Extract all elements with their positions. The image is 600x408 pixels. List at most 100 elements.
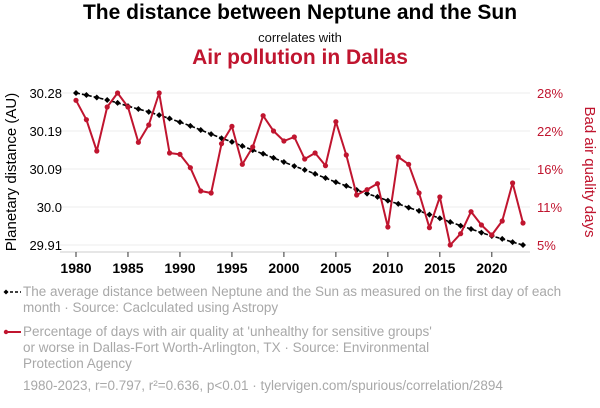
chart-subtitle: correlates with	[258, 30, 342, 45]
data-point-air-pollution	[489, 232, 495, 238]
data-point-air-pollution	[198, 188, 204, 194]
data-point-air-pollution	[291, 134, 297, 140]
data-point-air-pollution	[385, 224, 391, 230]
data-point-air-pollution	[354, 192, 360, 198]
data-point-air-pollution	[156, 90, 162, 96]
data-point-neptune-distance	[166, 115, 173, 122]
x-tick-label: 1995	[216, 260, 247, 276]
data-point-air-pollution	[395, 154, 401, 160]
data-point-neptune-distance	[312, 170, 319, 177]
x-tick-label: 1985	[112, 260, 143, 276]
data-point-air-pollution	[135, 139, 141, 145]
data-point-air-pollution	[104, 104, 110, 110]
data-point-air-pollution	[73, 97, 79, 103]
data-point-air-pollution	[250, 144, 256, 150]
data-point-air-pollution	[260, 113, 266, 119]
series-air-pollution	[73, 90, 526, 248]
data-point-air-pollution	[281, 138, 287, 144]
x-tick-label: 2015	[424, 260, 455, 276]
data-point-neptune-distance	[332, 179, 339, 186]
y-axis-label: Planetary distance (AU)	[3, 93, 20, 251]
data-point-air-pollution	[177, 151, 183, 157]
data-point-neptune-distance	[364, 190, 371, 197]
data-point-air-pollution	[146, 122, 152, 128]
data-point-air-pollution	[468, 209, 474, 215]
y-tick-label: 30.19	[29, 124, 62, 139]
data-point-neptune-distance	[322, 175, 329, 182]
data-point-neptune-distance	[176, 119, 183, 126]
data-point-neptune-distance	[104, 96, 111, 103]
data-point-neptune-distance	[447, 218, 454, 225]
chart-title-secondary: Air pollution in Dallas	[192, 46, 408, 69]
footer-stats: 1980-2023, r=0.797, r²=0.636, p<0.01 · t…	[23, 378, 503, 393]
y-tick-label: 30.0	[37, 200, 62, 215]
data-point-air-pollution	[478, 222, 485, 228]
data-point-neptune-distance	[228, 138, 235, 145]
y2-axis-label: Bad air quality days	[581, 107, 598, 238]
data-point-neptune-distance	[499, 235, 506, 242]
data-point-neptune-distance	[83, 92, 90, 99]
data-point-air-pollution	[364, 187, 370, 193]
data-point-neptune-distance	[260, 150, 267, 157]
data-point-air-pollution	[94, 148, 100, 154]
legend-swatch-dashed-diamond-icon	[3, 289, 21, 295]
data-point-air-pollution	[218, 141, 225, 147]
data-point-air-pollution	[208, 190, 214, 196]
data-point-neptune-distance	[93, 94, 100, 101]
data-point-neptune-distance	[135, 106, 142, 113]
data-point-neptune-distance	[291, 163, 298, 170]
data-point-neptune-distance	[343, 182, 350, 189]
axes: 30.28 28% 30.19 22% 30.09 16% 30.0 11% 29.91 5% 19…	[29, 86, 563, 276]
data-point-air-pollution	[374, 181, 381, 187]
data-point-air-pollution	[458, 231, 464, 237]
data-point-air-pollution	[447, 242, 453, 248]
y-tick-label: 30.09	[29, 162, 62, 177]
data-point-neptune-distance	[374, 193, 381, 200]
data-point-air-pollution	[416, 190, 422, 196]
y-tick-label: 30.28	[29, 86, 62, 101]
data-point-air-pollution	[343, 152, 349, 158]
data-point-neptune-distance	[468, 225, 475, 232]
legend-text-air-pollution: Percentage of days with air quality at '…	[23, 324, 432, 371]
x-tick-label: 2020	[476, 260, 507, 276]
data-point-neptune-distance	[114, 99, 121, 106]
data-point-neptune-distance	[426, 211, 433, 218]
chart-title: The distance between Neptune and the Sun	[82, 1, 518, 24]
data-point-neptune-distance	[239, 142, 246, 149]
data-point-air-pollution	[322, 163, 329, 169]
data-point-neptune-distance	[208, 131, 215, 138]
data-point-air-pollution	[499, 218, 505, 224]
data-point-neptune-distance	[509, 239, 516, 246]
x-tick-label: 1980	[60, 260, 91, 276]
data-point-air-pollution	[166, 150, 173, 156]
data-point-neptune-distance	[395, 200, 402, 207]
data-point-neptune-distance	[156, 112, 163, 119]
data-point-neptune-distance	[457, 222, 464, 229]
data-point-air-pollution	[239, 161, 245, 167]
data-point-air-pollution	[83, 117, 89, 123]
x-tick-label: 2000	[268, 260, 299, 276]
series-line-air-pollution	[75, 92, 524, 246]
data-point-neptune-distance	[73, 90, 79, 96]
data-point-neptune-distance	[197, 126, 204, 133]
data-point-air-pollution	[510, 180, 516, 186]
data-point-neptune-distance	[270, 154, 277, 161]
data-point-neptune-distance	[478, 229, 485, 236]
data-point-neptune-distance	[187, 122, 194, 129]
data-point-neptune-distance	[301, 166, 308, 173]
data-point-air-pollution	[406, 161, 412, 167]
data-point-air-pollution	[426, 225, 433, 231]
data-point-air-pollution	[333, 119, 339, 125]
data-point-neptune-distance	[436, 215, 443, 222]
series-line-neptune-distance	[75, 92, 524, 246]
x-tick-label: 2005	[320, 260, 351, 276]
data-point-air-pollution	[302, 156, 308, 162]
data-point-neptune-distance	[145, 108, 152, 115]
data-point-air-pollution	[520, 220, 526, 226]
data-point-neptune-distance	[416, 207, 423, 214]
data-point-neptune-distance	[384, 197, 391, 204]
y2-tick-label: 16%	[537, 162, 563, 177]
data-point-air-pollution	[270, 128, 277, 134]
data-point-neptune-distance	[405, 204, 412, 211]
